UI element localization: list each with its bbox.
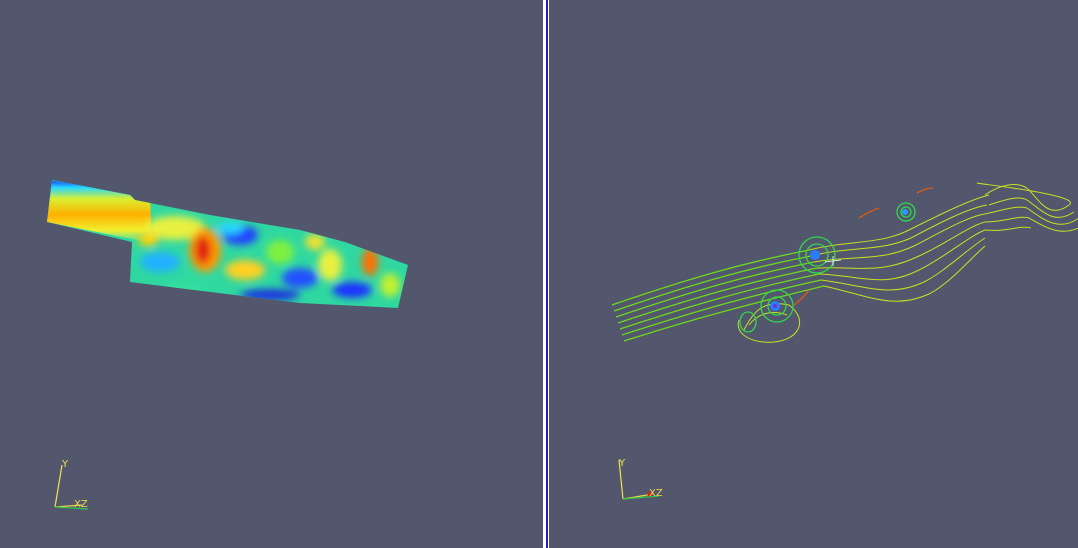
active-view-indicator [546,0,548,548]
high-velocity-segments [793,187,934,306]
vortex-cores [739,202,916,333]
vortex-centers [770,209,908,311]
orientation-axes-right: Y XZ [618,458,663,500]
axis-xz-label-right: XZ [649,488,663,499]
streamline-plot [611,182,1078,343]
axis-y-label-right: Y [618,458,626,469]
render-view-right[interactable]: Y XZ [549,0,1078,548]
orientation-axes-left: Y XZ [54,459,89,510]
view-divider[interactable] [543,0,549,548]
inlet-streamlines [611,249,825,342]
axis-y-label-left: Y [61,459,69,470]
axis-xz-label-left: XZ [74,499,88,510]
surface-plot [47,180,408,308]
render-view-left[interactable]: Y XZ [0,0,543,548]
wake-streamlines [737,182,1078,343]
seed-point-widget[interactable] [824,256,842,266]
